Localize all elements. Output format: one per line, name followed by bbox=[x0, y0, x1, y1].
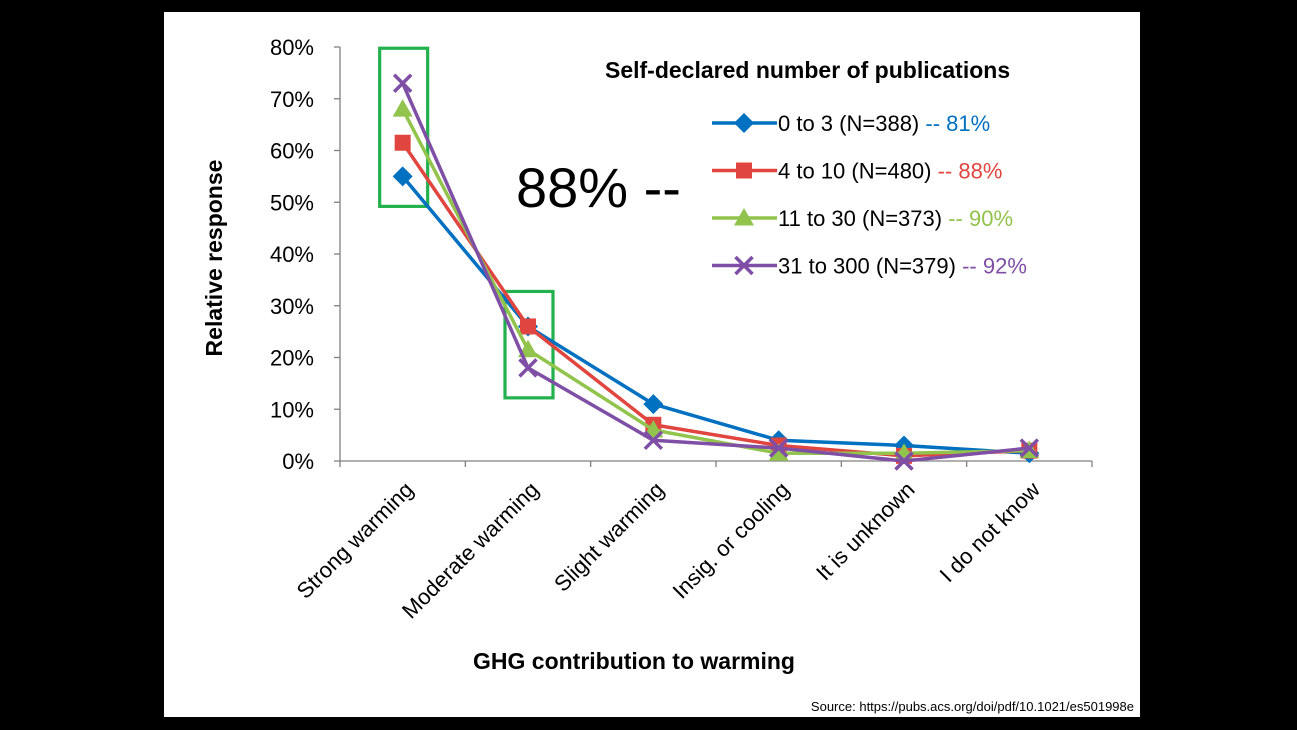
y-axis-title: Relative response bbox=[201, 160, 227, 357]
x-tick-label: It is unknown bbox=[811, 477, 919, 585]
x-tick-label: I do not know bbox=[935, 477, 1045, 587]
x-marker-stroke bbox=[768, 438, 789, 458]
legend-label: 11 to 30 (N=373) -- 90% bbox=[778, 206, 1013, 231]
triangle-marker bbox=[734, 208, 754, 226]
x-marker-stroke bbox=[894, 451, 914, 471]
triangle-marker bbox=[768, 443, 789, 461]
x-axis-title: GHG contribution to warming bbox=[473, 648, 795, 674]
legend-percent: -- 90% bbox=[948, 206, 1013, 231]
legend-percent: -- 88% bbox=[938, 159, 1003, 184]
legend-item: 0 to 3 (N=388) -- 81% bbox=[712, 111, 990, 136]
x-tick-label: Insig. or cooling bbox=[668, 477, 795, 604]
square-marker bbox=[394, 134, 411, 151]
highlight-box bbox=[378, 46, 430, 208]
legend-label: 0 to 3 (N=388) -- 81% bbox=[778, 111, 990, 136]
y-tick-label: 50% bbox=[270, 190, 314, 215]
y-tick-label: 0% bbox=[282, 449, 314, 474]
data-series bbox=[392, 73, 1040, 471]
legend-item: 31 to 300 (N=379) -- 92% bbox=[712, 254, 1027, 279]
axes bbox=[334, 46, 1093, 467]
line-chart: 0% 10% 20% 30% 40% 50% 60% 70% 80% Strong warmin… bbox=[201, 35, 1134, 714]
legend-item: 11 to 30 (N=373) -- 90% bbox=[712, 206, 1013, 231]
diamond-marker bbox=[392, 166, 413, 187]
diamond-marker bbox=[734, 113, 754, 133]
legend-percent: -- 92% bbox=[962, 254, 1027, 279]
series-group bbox=[394, 134, 1038, 464]
triangle-marker bbox=[392, 99, 413, 117]
big-annotation: 88% -- bbox=[516, 156, 681, 219]
y-tick-label: 80% bbox=[270, 35, 314, 60]
y-axis-ticks: 0% 10% 20% 30% 40% 50% 60% 70% 80% bbox=[270, 35, 314, 474]
x-marker-stroke bbox=[734, 255, 754, 276]
y-tick-label: 30% bbox=[270, 294, 314, 319]
x-marker-stroke bbox=[392, 73, 413, 93]
slide: 0% 10% 20% 30% 40% 50% 60% 70% 80% Strong warmin… bbox=[164, 12, 1140, 717]
x-marker-stroke bbox=[1019, 438, 1040, 458]
x-marker bbox=[1019, 438, 1040, 458]
legend-item: 4 to 10 (N=480) -- 88% bbox=[712, 159, 1002, 184]
legend-label: 4 to 10 (N=480) -- 88% bbox=[778, 159, 1002, 184]
x-tick-label: Slight warming bbox=[549, 477, 669, 597]
y-tick-label: 70% bbox=[270, 87, 314, 112]
legend-title: Self-declared number of publications bbox=[605, 57, 1010, 83]
y-tick-label: 20% bbox=[270, 346, 314, 371]
y-tick-label: 40% bbox=[270, 242, 314, 267]
source-citation: Source: https://pubs.acs.org/doi/pdf/10.… bbox=[811, 699, 1134, 714]
series-line bbox=[401, 141, 1030, 458]
diamond-marker bbox=[643, 394, 664, 415]
series-line bbox=[401, 175, 1030, 455]
series-line bbox=[401, 82, 1030, 463]
x-marker bbox=[518, 358, 538, 378]
x-tick-label: Strong warming bbox=[292, 477, 419, 604]
legend: 0 to 3 (N=388) -- 81% 4 to 10 (N=480) -- … bbox=[712, 111, 1027, 279]
series-line bbox=[401, 108, 1030, 455]
x-marker bbox=[734, 255, 754, 276]
legend-percent: -- 81% bbox=[925, 111, 990, 136]
x-marker bbox=[643, 430, 664, 451]
x-marker-stroke bbox=[643, 430, 664, 451]
square-marker bbox=[520, 318, 536, 335]
x-marker bbox=[894, 451, 914, 471]
x-marker bbox=[768, 438, 789, 458]
x-marker-stroke bbox=[518, 358, 538, 378]
x-marker bbox=[392, 73, 413, 93]
y-tick-label: 60% bbox=[270, 139, 314, 164]
y-tick-label: 10% bbox=[270, 397, 314, 422]
square-marker bbox=[736, 162, 752, 179]
legend-label: 31 to 300 (N=379) -- 92% bbox=[778, 254, 1027, 279]
series-group bbox=[392, 73, 1040, 471]
x-tick-label: Moderate warming bbox=[397, 477, 544, 624]
